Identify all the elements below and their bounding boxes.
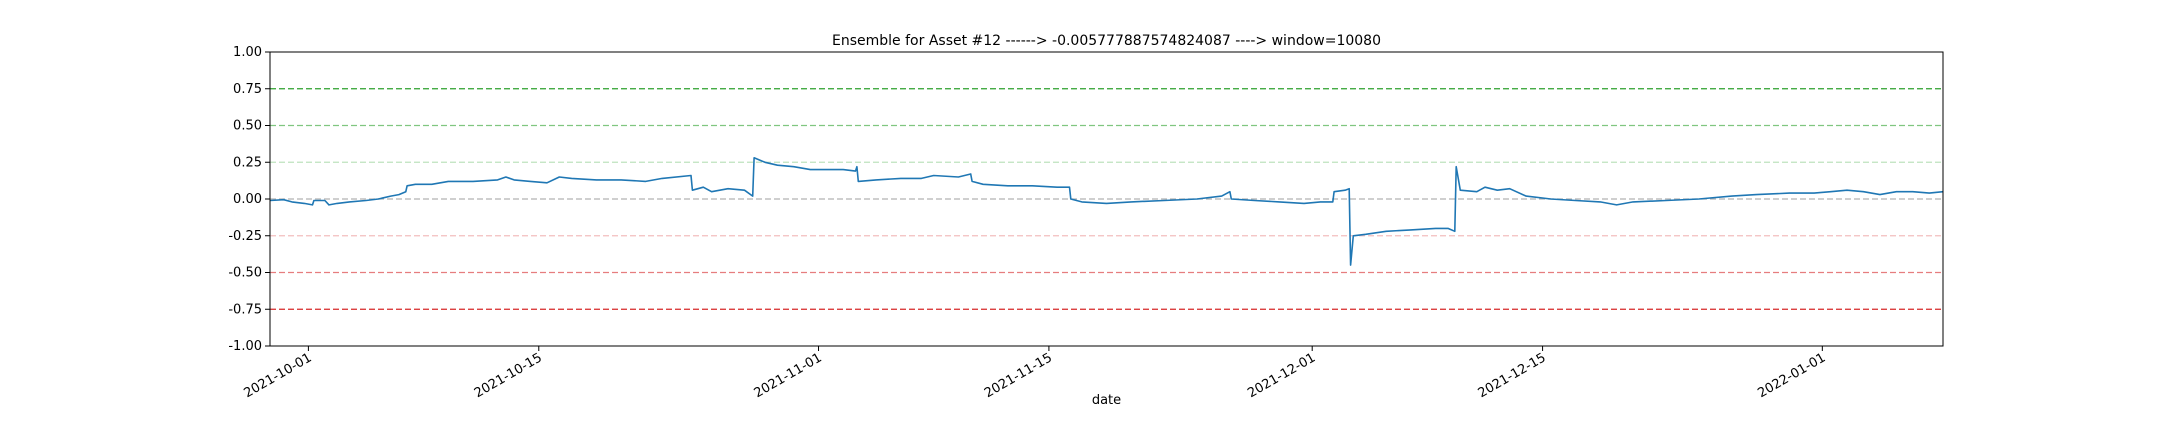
x-tick-label: 2021-10-15 bbox=[472, 350, 545, 401]
y-tick-label: 0.50 bbox=[233, 119, 262, 134]
y-tick-label: 0.25 bbox=[233, 155, 262, 170]
x-tick-label: 2021-12-01 bbox=[1245, 350, 1318, 401]
y-tick-label: -0.50 bbox=[228, 266, 262, 281]
x-axis-label: date bbox=[1092, 393, 1121, 408]
x-tick-label: 2021-10-01 bbox=[241, 350, 314, 401]
series-layer bbox=[269, 157, 1944, 266]
y-tick-label: -0.25 bbox=[228, 229, 262, 244]
x-tick-label: 2021-12-15 bbox=[1476, 350, 1549, 401]
x-tick-label: 2022-01-01 bbox=[1755, 350, 1828, 401]
y-tick-label: 0.00 bbox=[233, 192, 262, 207]
y-tick-label: 1.00 bbox=[233, 45, 262, 60]
y-axis: -1.00 -0.75 -0.50 -0.25 0.00 0.25 0.50 0.75 1.00 bbox=[228, 45, 270, 354]
x-tick-label: 2021-11-15 bbox=[982, 350, 1055, 401]
x-axis: 2021-10-01 2021-10-15 2021-11-01 2021-11-15… bbox=[241, 346, 1828, 401]
y-tick-label: 0.75 bbox=[233, 82, 262, 97]
y-tick-label: -0.75 bbox=[228, 302, 262, 317]
chart-title: Ensemble for Asset #12 ------> -0.005777… bbox=[832, 33, 1381, 49]
y-tick-label: -1.00 bbox=[228, 339, 262, 354]
series-line bbox=[269, 157, 1944, 266]
x-tick-label: 2021-11-01 bbox=[752, 350, 825, 401]
